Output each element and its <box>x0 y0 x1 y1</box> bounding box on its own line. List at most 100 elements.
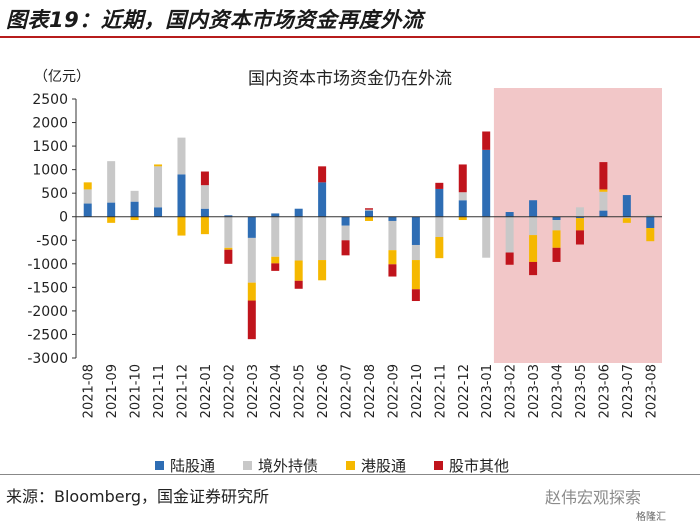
bar-southbound <box>575 218 584 231</box>
bar-northbound <box>318 182 327 217</box>
bar-foreign-bonds <box>365 209 373 211</box>
bar-northbound <box>599 210 608 217</box>
bar-northbound <box>529 200 538 217</box>
bar-foreign-bonds <box>154 166 163 208</box>
bar-northbound <box>224 215 233 217</box>
x-tick-label: 2022-05 <box>293 364 308 418</box>
x-tick-label: 2023-08 <box>644 364 659 418</box>
x-tick-label: 2022-06 <box>316 364 331 418</box>
bar-foreign-bonds <box>388 220 397 251</box>
x-tick-label: 2022-07 <box>340 364 355 418</box>
bar-foreign-bonds <box>529 216 538 236</box>
bar-foreign-bonds <box>200 185 209 209</box>
title-rule <box>0 36 700 38</box>
bar-southbound <box>200 216 209 235</box>
bar-other-equity <box>341 240 350 256</box>
bar-southbound <box>154 164 163 167</box>
bar-foreign-bonds <box>294 216 303 261</box>
bar-other-equity <box>458 164 467 193</box>
bar-northbound <box>458 200 467 217</box>
y-tick-label: 500 <box>41 186 68 202</box>
bar-southbound <box>435 236 444 259</box>
bar-other-equity <box>505 252 514 265</box>
y-tick-label: -2500 <box>27 327 68 343</box>
y-tick-label: -1500 <box>27 280 68 296</box>
y-tick-label: -1000 <box>27 257 68 273</box>
watermark-sub: 格隆汇 <box>636 512 666 523</box>
x-tick-label: 2022-02 <box>222 364 237 418</box>
x-tick-label: 2023-01 <box>480 364 495 418</box>
bar-northbound <box>154 207 163 217</box>
x-tick-label: 2022-09 <box>386 364 401 418</box>
bar-foreign-bonds <box>224 216 233 248</box>
bar-foreign-bonds <box>435 216 444 237</box>
bar-other-equity <box>599 162 608 190</box>
x-tick-label: 2022-03 <box>246 364 261 418</box>
bar-other-equity <box>388 264 397 277</box>
watermark: 赵伟宏观探索 <box>545 488 642 507</box>
bar-foreign-bonds <box>271 216 280 257</box>
bar-northbound <box>365 210 373 217</box>
bar-foreign-bonds <box>341 225 350 241</box>
legend-swatch-foreign-bonds <box>243 461 253 470</box>
bar-northbound <box>388 216 397 221</box>
bar-southbound <box>318 260 327 281</box>
bar-southbound <box>107 216 116 223</box>
legend-swatch-other-equity <box>434 461 444 470</box>
bar-foreign-bonds <box>177 137 186 175</box>
bar-foreign-bonds <box>505 216 514 253</box>
bar-southbound <box>646 228 655 242</box>
bar-southbound <box>552 230 561 248</box>
bar-southbound <box>529 235 538 262</box>
y-tick-label: -500 <box>36 233 68 249</box>
x-tick-label: 2023-07 <box>621 364 636 418</box>
bar-other-equity <box>318 166 327 183</box>
bar-southbound <box>224 247 233 250</box>
bar-southbound <box>177 216 186 236</box>
bar-northbound <box>83 203 92 217</box>
bar-foreign-bonds <box>130 190 139 202</box>
legend-swatch-northbound <box>155 461 164 470</box>
bar-foreign-bonds <box>552 220 561 231</box>
bar-northbound <box>247 216 256 238</box>
bar-northbound <box>435 188 444 217</box>
chart-title: 国内资本市场资金仍在外流 <box>248 69 452 89</box>
bar-northbound <box>200 208 209 217</box>
bar-foreign-bonds <box>411 244 420 261</box>
x-tick-label: 2022-04 <box>269 364 284 418</box>
legend-item-northbound: 陆股通 <box>155 455 215 476</box>
bar-foreign-bonds <box>599 191 608 211</box>
x-tick-label: 2022-10 <box>410 364 425 418</box>
x-tick-label: 2022-01 <box>199 364 214 418</box>
bar-northbound <box>622 195 631 217</box>
legend-swatch-southbound <box>346 461 356 470</box>
x-tick-label: 2022-08 <box>363 364 378 418</box>
y-tick-label: 1000 <box>32 163 68 179</box>
bar-southbound <box>388 250 397 265</box>
bar-other-equity <box>529 261 538 276</box>
bar-foreign-bonds <box>622 216 631 219</box>
x-tick-label: 2021-09 <box>105 364 120 418</box>
x-tick-label: 2022-12 <box>457 364 472 418</box>
bar-northbound <box>130 201 139 217</box>
y-tick-label: 1500 <box>32 139 68 155</box>
bar-southbound <box>458 216 467 221</box>
y-tick-label: 2000 <box>32 116 68 132</box>
bar-foreign-bonds <box>646 214 655 217</box>
legend-label-southbound: 港股通 <box>361 457 407 475</box>
bar-foreign-bonds <box>575 207 584 217</box>
bar-other-equity <box>435 182 444 189</box>
bar-northbound <box>294 208 303 217</box>
bar-southbound <box>411 260 420 290</box>
y-tick-label: -2000 <box>27 304 68 320</box>
bar-southbound <box>294 260 303 281</box>
bar-northbound <box>505 212 514 217</box>
legend-label-foreign-bonds: 境外持债 <box>258 457 319 475</box>
bar-southbound <box>599 189 608 192</box>
footer-rule <box>0 474 700 475</box>
legend-label-northbound: 陆股通 <box>170 457 216 475</box>
bar-northbound <box>107 202 116 217</box>
bar-other-equity <box>224 249 233 264</box>
bar-foreign-bonds <box>482 216 491 258</box>
y-axis-unit-label: （亿元） <box>34 69 90 85</box>
